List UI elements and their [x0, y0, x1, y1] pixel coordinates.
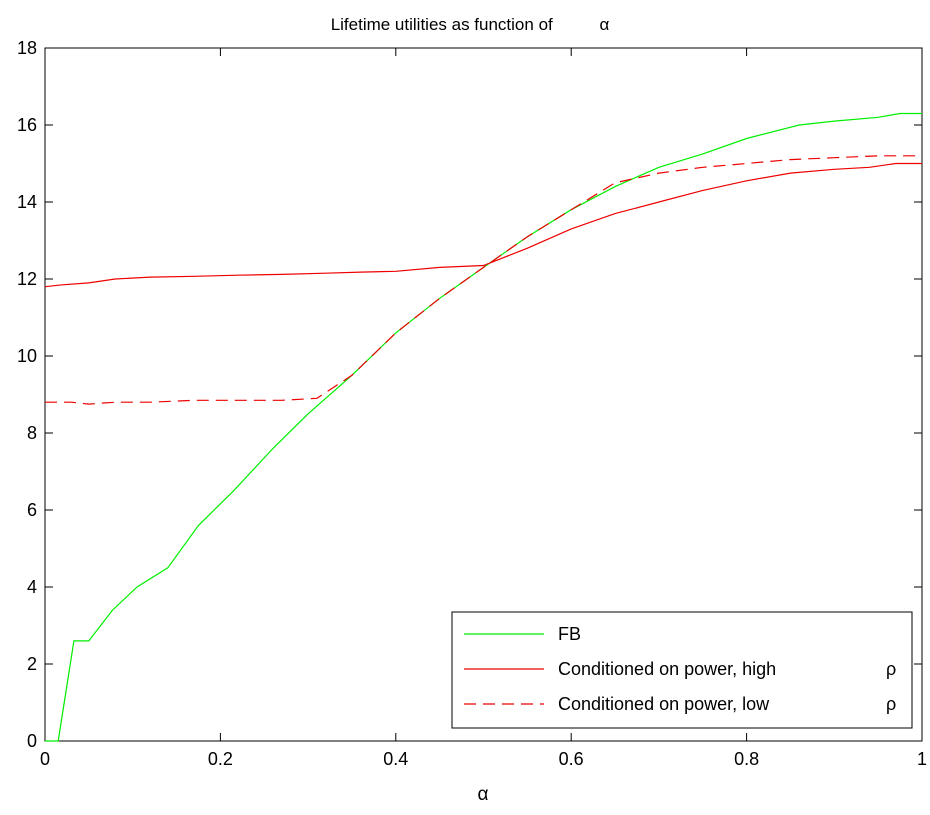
chart-title: Lifetime utilities as function of α [331, 15, 610, 34]
y-tick-label: 14 [17, 192, 37, 212]
legend-label-2: Conditioned on power, high [558, 659, 776, 679]
y-tick-label: 4 [27, 577, 37, 597]
y-tick-label: 12 [17, 269, 37, 289]
x-tick-label: 0.4 [383, 749, 408, 769]
x-axis-label: α [478, 784, 489, 805]
legend-label-3: Conditioned on power, low [558, 694, 770, 714]
legend-symbol-2: ρ [886, 659, 896, 679]
y-tick-label: 10 [17, 346, 37, 366]
legend-label-1: FB [558, 624, 581, 644]
series-line-2 [44, 162, 922, 288]
chart-title-text: Lifetime utilities as function of [331, 15, 553, 34]
y-tick-label: 16 [17, 115, 37, 135]
x-tick-label: 1 [917, 749, 927, 769]
legend: FB Conditioned on power, high ρ Conditioned… [451, 611, 913, 729]
legend-symbol-3: ρ [886, 694, 896, 714]
y-tick-label: 0 [27, 731, 37, 751]
y-tick-label: 2 [27, 654, 37, 674]
y-tick-label: 8 [27, 423, 37, 443]
series-line-3 [45, 155, 922, 405]
y-tick-label: 18 [17, 38, 37, 58]
series-lines [44, 112, 922, 742]
y-tick-label: 6 [27, 500, 37, 520]
x-tick-label: 0.8 [734, 749, 759, 769]
chart-title-symbol: α [599, 15, 609, 34]
x-tick-label: 0 [40, 749, 50, 769]
legend-box [451, 611, 913, 729]
x-tick-label: 0.2 [208, 749, 233, 769]
x-tick-label: 0.6 [559, 749, 584, 769]
